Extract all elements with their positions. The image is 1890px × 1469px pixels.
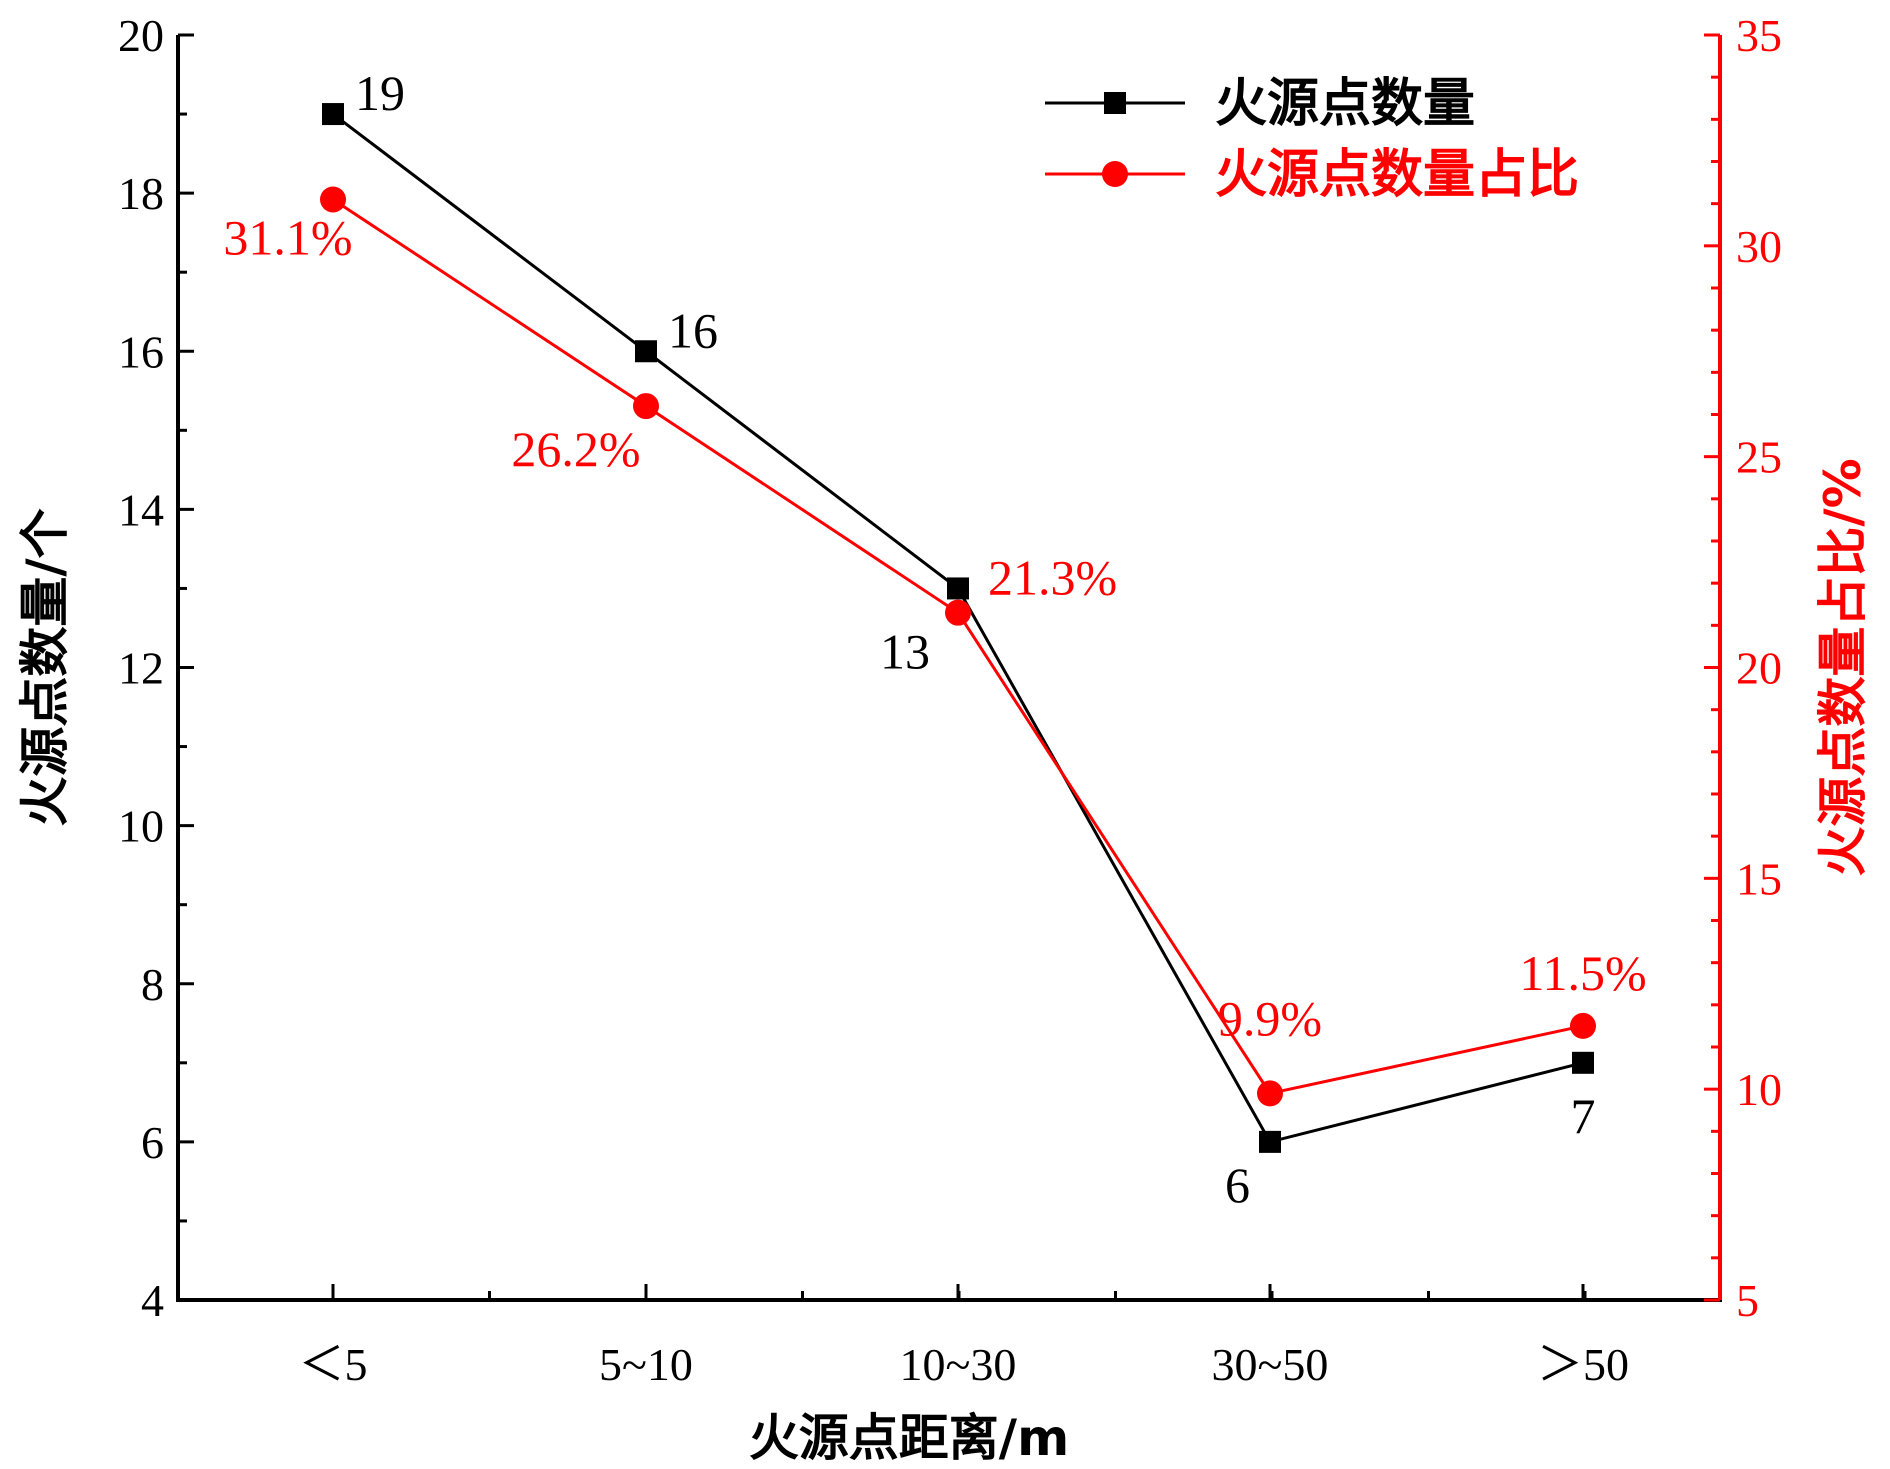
count-data-label: 19 (355, 65, 405, 121)
left-tick-label: 20 (118, 10, 164, 61)
right-tick-label: 5 (1736, 1275, 1759, 1326)
left-tick-label: 12 (118, 643, 164, 694)
series-line-count (332, 112, 1584, 1144)
count-marker (947, 577, 969, 600)
left-tick-label: 4 (141, 1275, 164, 1326)
x-tick-label: 10~30 (900, 1339, 1017, 1390)
axes-group: 4 6 8 10 12 14 16 18 20 5 10 15 20 25 30 35 ＜5 5~10 10~30 3… (16, 10, 1872, 1467)
x-tick-label: 5~10 (599, 1339, 693, 1390)
count-marker (1259, 1130, 1281, 1153)
left-tick-label: 18 (118, 168, 164, 219)
x-axis-title: 火源点距离/m (749, 1409, 1069, 1467)
right-tick-label: 25 (1736, 432, 1782, 483)
left-tick-label: 8 (141, 959, 164, 1010)
series-layer (320, 103, 1596, 1153)
legend-circle-marker (1102, 161, 1128, 187)
right-tick-label: 35 (1736, 10, 1782, 61)
count-data-label: 6 (1225, 1157, 1250, 1213)
right-tick-label: 20 (1736, 643, 1782, 694)
left-tick-label: 14 (118, 484, 164, 535)
right-tick-label: 15 (1736, 853, 1782, 904)
left-tick-label: 16 (118, 326, 164, 377)
count-marker (1572, 1051, 1594, 1074)
x-tick-label: ＜5 (299, 1339, 368, 1390)
percent-marker (945, 599, 971, 626)
series-line-percent (332, 198, 1584, 1096)
percent-data-label: 9.9% (1218, 990, 1322, 1046)
right-axis-title: 火源点数量占比/% (1814, 458, 1872, 876)
right-tick-label: 30 (1736, 221, 1782, 272)
count-data-label: 7 (1571, 1088, 1596, 1144)
percent-data-label: 21.3% (988, 550, 1117, 606)
count-data-label: 16 (668, 302, 718, 358)
x-tick-label: 30~50 (1212, 1339, 1329, 1390)
percent-data-label: 31.1% (223, 209, 352, 265)
percent-marker (633, 393, 659, 420)
percent-data-label: 11.5% (1519, 945, 1646, 1001)
left-axis-title: 火源点数量/个 (16, 508, 74, 826)
legend-label: 火源点数量 (1215, 74, 1475, 134)
percent-marker (320, 186, 346, 213)
count-marker (635, 340, 657, 363)
count-data-label: 13 (880, 623, 930, 679)
left-tick-label: 6 (141, 1117, 164, 1168)
x-tick-label: ＞50 (1537, 1339, 1629, 1390)
percent-marker (1570, 1012, 1596, 1039)
count-marker (322, 103, 344, 126)
legend-square-marker (1104, 92, 1126, 114)
percent-marker (1257, 1080, 1283, 1107)
left-tick-label: 10 (118, 801, 164, 852)
right-tick-label: 10 (1736, 1064, 1782, 1115)
legend-label: 火源点数量占比 (1215, 145, 1579, 205)
percent-data-label: 26.2% (511, 421, 640, 477)
data-labels-layer: 19 16 13 6 7 31.1% 26.2% 21.3% 9.9% 11.5% (223, 65, 1646, 1213)
